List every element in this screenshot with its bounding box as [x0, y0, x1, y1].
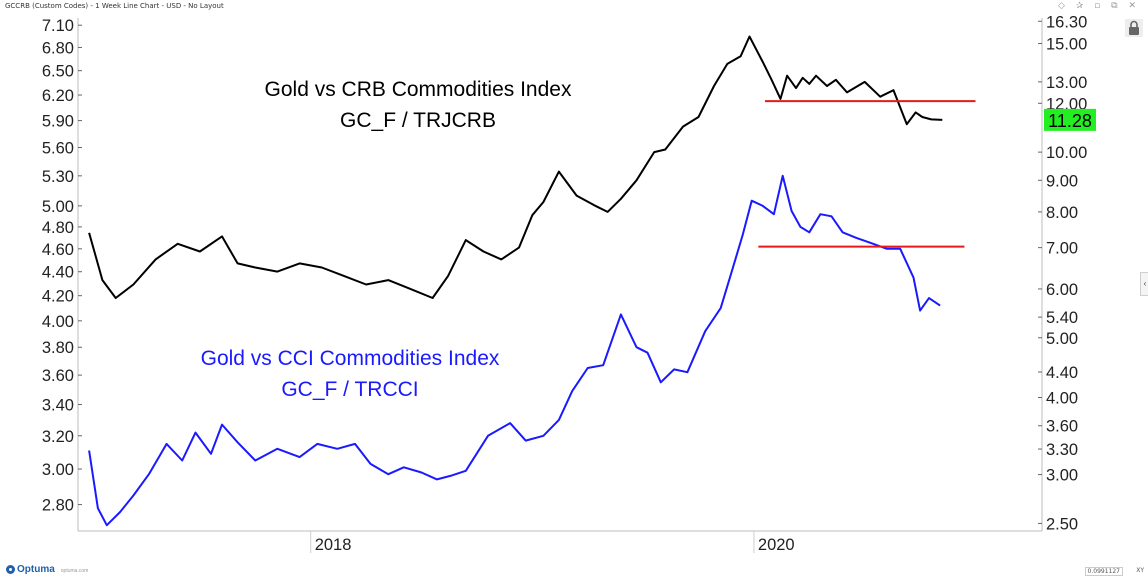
left-axis-tick-label: 3.40: [42, 397, 74, 415]
right-axis-tick-label: 5.40: [1046, 309, 1078, 327]
chart-footer: Optuma optuma.com 0.0991127 XY: [0, 557, 1148, 582]
scale-readout: 0.0991127: [1084, 567, 1123, 576]
scale-mode-toggle[interactable]: XY: [1136, 567, 1144, 574]
right-axis-tick-label: 7.00: [1046, 240, 1078, 258]
chart-title: GCCRB (Custom Codes) - 1 Week Line Chart…: [5, 2, 224, 10]
left-axis-tick-label: 5.60: [42, 139, 74, 157]
right-axis-tick-label: 4.40: [1046, 364, 1078, 382]
right-axis-tick-label: 8.00: [1046, 204, 1078, 222]
left-axis-tick-label: 7.10: [42, 17, 74, 35]
right-axis-tick-label: 9.00: [1046, 172, 1078, 190]
left-axis-tick-label: 3.20: [42, 428, 74, 446]
right-axis-tick-label: 4.00: [1046, 390, 1078, 408]
right-axis-tick-label: 10.00: [1046, 144, 1087, 162]
left-axis-tick-label: 3.60: [42, 367, 74, 385]
right-axis-tick-label: 13.00: [1046, 74, 1087, 92]
chart-header: GCCRB (Custom Codes) - 1 Week Line Chart…: [0, 0, 1148, 14]
chevron-left-icon[interactable]: ‹: [1140, 272, 1148, 296]
left-axis-tick-label: 4.20: [42, 288, 74, 306]
annotation-cci-line-1: Gold vs CCI Commodities Index: [201, 347, 500, 370]
series-line-crb: [88, 35, 943, 299]
left-axis-tick-label: 5.00: [42, 198, 74, 216]
right-axis-tick-label: 16.30: [1046, 13, 1087, 31]
series-line-cci: [88, 174, 941, 527]
right-axis-tick-label: 3.60: [1046, 418, 1078, 436]
left-axis-tick-label: 4.60: [42, 241, 74, 259]
optuma-logo-icon: [6, 564, 15, 574]
annotation-crb-line-2: GC_F / TRJCRB: [340, 109, 496, 132]
right-axis-tick-label: 6.00: [1046, 281, 1078, 299]
left-axis-tick-label: 4.40: [42, 264, 74, 282]
left-axis-tick-label: 3.00: [42, 461, 74, 479]
right-axis-tick-label: 2.50: [1046, 515, 1078, 533]
right-axis-tick-label: 3.30: [1046, 441, 1078, 459]
left-axis-tick-label: 3.80: [42, 339, 74, 357]
left-axis-tick-label: 6.80: [42, 39, 74, 57]
logo-text: Optuma: [17, 563, 55, 575]
left-axis-tick-label: 4.00: [42, 313, 74, 331]
left-axis-tick-label: 6.20: [42, 87, 74, 105]
left-axis-tick-label: 6.50: [42, 63, 74, 81]
left-axis-tick-label: 5.90: [42, 113, 74, 131]
right-axis-tick-label: 12.00: [1046, 95, 1087, 113]
last-value-tag-bg: [1044, 108, 1096, 131]
left-axis-tick-label: 5.30: [42, 168, 74, 186]
x-axis-tick-label: 2018: [315, 536, 352, 554]
logo-url: optuma.com: [60, 567, 89, 574]
x-axis-tick-label: 2020: [758, 536, 795, 554]
window-controls[interactable]: ◇ ✰ ▫ ⧉ ✕: [1058, 1, 1140, 11]
right-axis-tick-label: 5.00: [1046, 330, 1078, 348]
last-value-tag: 11.28: [1048, 111, 1092, 131]
left-axis-tick-label: 4.80: [42, 219, 74, 237]
lock-icon[interactable]: [1125, 19, 1143, 37]
annotation-cci-line-2: GC_F / TRCCI: [281, 378, 418, 401]
right-axis-tick-label: 15.00: [1046, 36, 1087, 54]
annotation-crb-line-1: Gold vs CRB Commodities Index: [265, 78, 572, 101]
right-axis-tick-label: 3.00: [1046, 467, 1078, 485]
optuma-logo: Optuma optuma.com: [6, 561, 88, 577]
left-axis-tick-label: 2.80: [42, 497, 74, 515]
